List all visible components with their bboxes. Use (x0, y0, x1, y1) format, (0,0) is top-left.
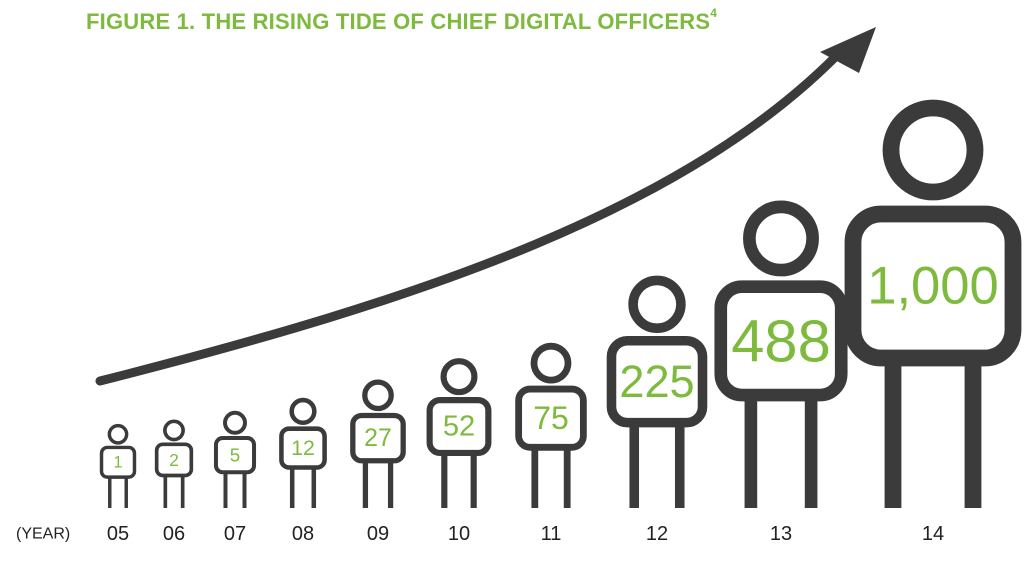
data-label: 52 (443, 411, 475, 443)
person-figure: 75 (515, 342, 587, 508)
person-figure: 27 (350, 379, 406, 508)
chart-title: FIGURE 1. THE RISING TIDE OF CHIEF DIGIT… (86, 6, 718, 35)
x-tick-label: 10 (448, 523, 470, 545)
data-label: 27 (364, 424, 392, 452)
year-axis: (YEAR) 05 06 07 08 09 10 11 12 13 14 (16, 523, 944, 545)
person-head (628, 275, 686, 333)
person-body (279, 426, 327, 470)
data-label: 12 (291, 436, 315, 460)
person-head (289, 397, 317, 426)
person-head (107, 423, 129, 445)
trend-arrowhead (820, 27, 876, 73)
person-head (440, 358, 478, 396)
person-figure: 5 (213, 410, 257, 508)
person-head (530, 342, 572, 384)
person-head (163, 419, 185, 442)
person-figure: 1,000 (844, 99, 1022, 508)
data-label: 225 (619, 356, 694, 407)
person-head (362, 379, 394, 412)
chart-title-text: FIGURE 1. THE RISING TIDE OF CHIEF DIGIT… (86, 9, 711, 34)
person-head (223, 410, 247, 435)
person-figure: 2 (154, 419, 194, 508)
person-body (515, 385, 587, 451)
x-axis-label: (YEAR) (16, 526, 70, 543)
x-tick-label: 11 (541, 523, 562, 545)
person-body (99, 445, 137, 479)
data-label: 1 (113, 453, 122, 471)
x-tick-label: 14 (922, 523, 944, 545)
data-label: 5 (230, 445, 240, 466)
trend-arrow-shaft (95, 41, 851, 386)
person-body (426, 397, 492, 457)
person-figure: 12 (279, 397, 327, 508)
person-head (882, 99, 984, 201)
person-head (743, 200, 819, 277)
person-body (350, 412, 406, 464)
person-body (844, 205, 1022, 367)
data-label: 488 (731, 307, 830, 374)
data-label: 2 (169, 450, 179, 470)
x-tick-label: 13 (770, 523, 792, 545)
x-tick-label: 09 (367, 523, 389, 545)
x-tick-label: 05 (107, 523, 129, 545)
person-body (213, 436, 257, 475)
x-tick-label: 12 (646, 523, 668, 545)
person-figure: 225 (606, 275, 708, 508)
person-figure: 52 (426, 358, 492, 508)
person-figure: 488 (714, 200, 848, 508)
person-body (606, 335, 708, 428)
data-label: 1,000 (867, 257, 999, 316)
title-footnote-marker: 4 (710, 6, 718, 20)
person-body (154, 442, 194, 478)
person-body (714, 280, 848, 402)
x-tick-label: 06 (163, 523, 185, 545)
person-figure: 1 (99, 423, 137, 508)
x-tick-label: 08 (292, 523, 314, 545)
data-label: 75 (533, 400, 569, 436)
x-tick-label: 07 (224, 523, 246, 545)
trend-arrow (95, 27, 876, 386)
